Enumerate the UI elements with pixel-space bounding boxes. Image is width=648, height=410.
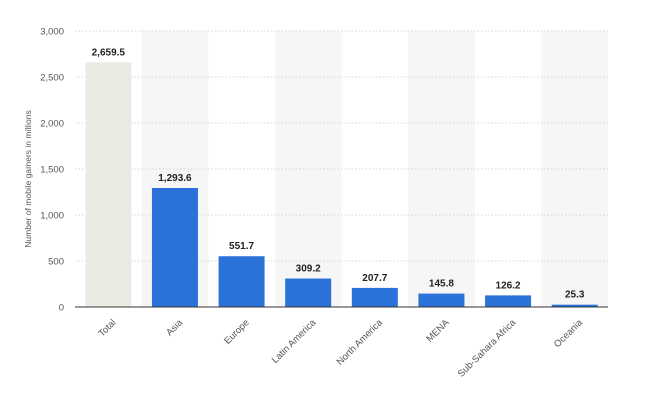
y-tick-label: 2,000	[40, 119, 64, 130]
x-tick-label: Latin America	[270, 317, 319, 366]
y-axis-ticks: 0 500 1,000 1,500 2,000 2,500 3,000	[40, 27, 64, 314]
data-label: 551.7	[229, 241, 254, 252]
data-label: 309.2	[296, 264, 321, 275]
bars	[85, 62, 598, 307]
x-tick-label: Sub-Sahara Africa	[456, 317, 519, 380]
bar	[285, 278, 332, 307]
y-tick-label: 1,500	[40, 165, 64, 176]
bar	[151, 187, 198, 307]
bar	[418, 293, 465, 307]
data-label: 207.7	[362, 273, 387, 284]
data-labels: 2,659.5 1,293.6 551.7 309.2 207.7 145.8 126.2 2…	[92, 47, 585, 300]
y-tick-label: 3,000	[40, 27, 64, 38]
x-tick-label: Asia	[164, 317, 185, 338]
bar	[85, 62, 132, 307]
y-tick-label: 500	[48, 257, 64, 268]
x-tick-label: North America	[335, 317, 386, 368]
x-axis-labels: Total Asia Europe Latin America North Americ…	[96, 317, 585, 380]
data-label: 2,659.5	[92, 47, 126, 58]
bar	[351, 287, 398, 307]
x-tick-label: Total	[96, 317, 118, 339]
x-tick-label: Oceania	[552, 317, 585, 350]
data-label: 25.3	[565, 290, 585, 301]
y-tick-label: 2,500	[40, 73, 64, 84]
bar	[551, 304, 598, 307]
bar	[218, 256, 265, 307]
y-tick-label: 0	[59, 303, 64, 314]
y-axis-title: Number of mobile gamers in millions	[23, 110, 33, 247]
x-tick-label: Europe	[222, 317, 251, 346]
x-tick-label: MENA	[424, 317, 452, 345]
data-label: 126.2	[496, 280, 521, 291]
y-tick-label: 1,000	[40, 211, 64, 222]
data-label: 145.8	[429, 279, 454, 290]
data-label: 1,293.6	[158, 173, 192, 184]
bar	[485, 295, 532, 307]
